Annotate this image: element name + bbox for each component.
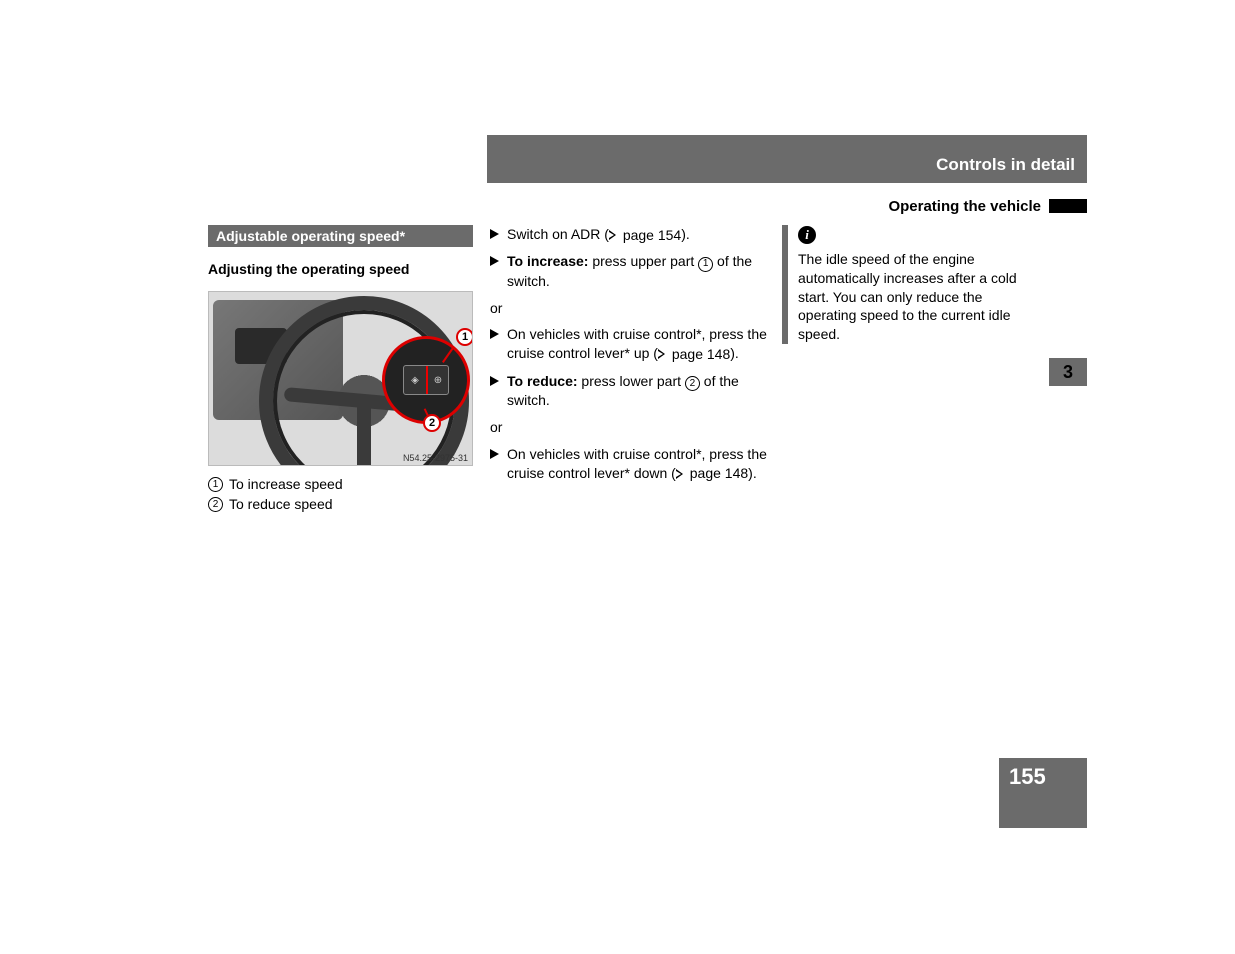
or-2: or	[490, 418, 768, 437]
step-2: To increase: press upper part 1 of the s…	[490, 252, 768, 290]
step-1-b: ).	[681, 226, 690, 242]
step-5-b: ).	[748, 465, 757, 481]
bullet-triangle-icon	[490, 449, 499, 459]
subsection-row: Operating the vehicle	[487, 195, 1087, 217]
inline-num-1: 1	[698, 257, 713, 272]
info-text: The idle speed of the engine automatical…	[798, 250, 1040, 344]
page-ref-148a: page 148	[658, 345, 730, 364]
subsection-title: Operating the vehicle	[888, 198, 1041, 215]
step-2-a: press upper part	[588, 253, 698, 269]
legend-row-1: 1 To increase speed	[208, 476, 473, 492]
or-1: or	[490, 299, 768, 318]
legend-num-2: 2	[208, 497, 223, 512]
page-ref-icon	[658, 350, 664, 358]
rocker-switch: ◈ ⊕	[403, 365, 449, 395]
callout-marker-1: 1	[456, 328, 473, 346]
inline-num-2: 2	[685, 376, 700, 391]
step-4: To reduce: press lower part 2 of the swi…	[490, 372, 768, 410]
step-3-b: ).	[730, 345, 739, 361]
left-column: Adjustable operating speed* Adjusting th…	[208, 225, 473, 512]
info-icon: i	[798, 226, 816, 244]
page-ref-icon	[609, 231, 615, 239]
step-1-text: Switch on ADR ( page 154).	[507, 225, 768, 244]
info-note: i The idle speed of the engine automatic…	[782, 225, 1040, 344]
topic-title-bar: Adjustable operating speed*	[208, 225, 473, 247]
legend-text-2: To reduce speed	[229, 496, 333, 512]
callout-marker-2: 2	[423, 414, 441, 432]
bullet-triangle-icon	[490, 329, 499, 339]
page-ref-154: page 154	[609, 226, 681, 245]
bullet-triangle-icon	[490, 376, 499, 386]
section-title: Controls in detail	[936, 155, 1075, 175]
step-3: On vehicles with cruise control*, press …	[490, 325, 768, 363]
step-3-text: On vehicles with cruise control*, press …	[507, 325, 768, 363]
step-4-bold: To reduce:	[507, 373, 578, 389]
step-5-text: On vehicles with cruise control*, press …	[507, 445, 768, 483]
step-4-a: press lower part	[578, 373, 685, 389]
step-5: On vehicles with cruise control*, press …	[490, 445, 768, 483]
switch-left: ◈	[404, 366, 426, 394]
legend-text-1: To increase speed	[229, 476, 343, 492]
subsection-endcap	[1049, 199, 1087, 213]
page-ref-148b: page 148	[676, 464, 748, 483]
page-number-box: 155	[999, 758, 1087, 828]
topic-subtitle: Adjusting the operating speed	[208, 261, 473, 277]
step-2-bold: To increase:	[507, 253, 588, 269]
switch-right: ⊕	[426, 366, 448, 394]
figure-code: N54.25-2975-31	[403, 453, 468, 463]
legend-row-2: 2 To reduce speed	[208, 496, 473, 512]
page-ref-icon	[676, 470, 682, 478]
section-header-bar: Controls in detail	[487, 135, 1087, 183]
page-ref-text: page 148	[672, 345, 730, 364]
center-column: Switch on ADR ( page 154). To increase: …	[490, 225, 768, 491]
chapter-tab: 3	[1049, 358, 1087, 386]
step-2-text: To increase: press upper part 1 of the s…	[507, 252, 768, 290]
bullet-triangle-icon	[490, 256, 499, 266]
steering-wheel-figure: ◈ ⊕ 1 2 N54.25-2975-31	[208, 291, 473, 466]
right-column: i The idle speed of the engine automatic…	[782, 225, 1040, 344]
page-ref-text: page 154	[623, 226, 681, 245]
step-4-text: To reduce: press lower part 2 of the swi…	[507, 372, 768, 410]
step-1: Switch on ADR ( page 154).	[490, 225, 768, 244]
page-ref-text: page 148	[690, 464, 748, 483]
step-1-a: Switch on ADR (	[507, 226, 609, 242]
page-number: 155	[1009, 764, 1046, 789]
bullet-triangle-icon	[490, 229, 499, 239]
legend-num-1: 1	[208, 477, 223, 492]
